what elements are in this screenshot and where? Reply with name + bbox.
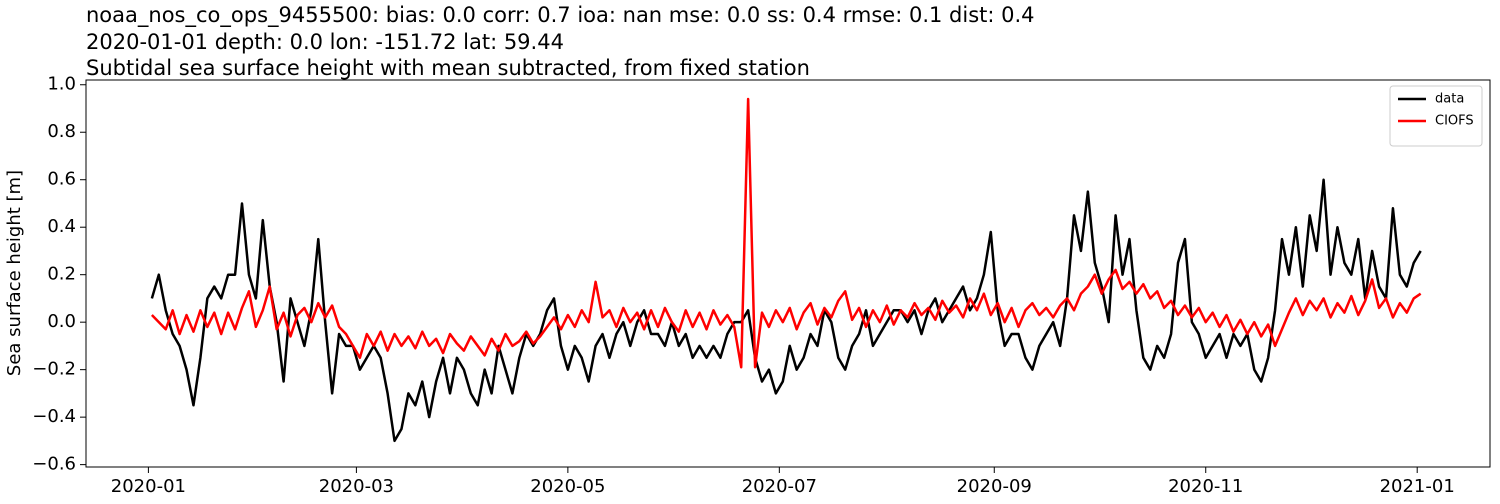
y-tick-label: 0.8 <box>47 121 76 142</box>
legend-label: data <box>1435 92 1464 107</box>
y-tick-label: 0.4 <box>47 216 76 237</box>
y-tick-label: −0.6 <box>32 454 76 475</box>
x-tick-label: 2021-01 <box>1380 476 1455 497</box>
title-line: noaa_nos_co_ops_9455500: bias: 0.0 corr:… <box>86 3 1035 28</box>
y-tick-label: −0.4 <box>32 406 76 427</box>
legend-box <box>1389 85 1483 147</box>
y-tick-label: 0.2 <box>47 264 76 285</box>
legend-label: CIOFS <box>1435 114 1474 129</box>
title-line: Subtidal sea surface height with mean su… <box>86 56 810 80</box>
title-line: 2020-01-01 depth: 0.0 lon: -151.72 lat: … <box>86 30 564 54</box>
y-tick-label: −0.2 <box>32 359 76 380</box>
series-line <box>150 97 1422 369</box>
series-line <box>150 178 1422 443</box>
plot-area <box>150 97 1422 443</box>
x-tick-label: 2020-05 <box>530 476 605 497</box>
y-tick-label: 1.0 <box>47 74 76 95</box>
y-tick-label: 0.0 <box>47 311 76 332</box>
y-axis-label: Sea surface height [m] <box>4 170 25 376</box>
x-tick-label: 2020-01 <box>111 476 186 497</box>
plot-frame <box>85 79 1491 468</box>
y-tick-label: 0.6 <box>47 169 76 190</box>
x-tick-label: 2020-03 <box>319 476 394 497</box>
x-tick-label: 2020-11 <box>1168 476 1243 497</box>
x-tick-label: 2020-09 <box>957 476 1032 497</box>
x-tick-label: 2020-07 <box>742 476 817 497</box>
